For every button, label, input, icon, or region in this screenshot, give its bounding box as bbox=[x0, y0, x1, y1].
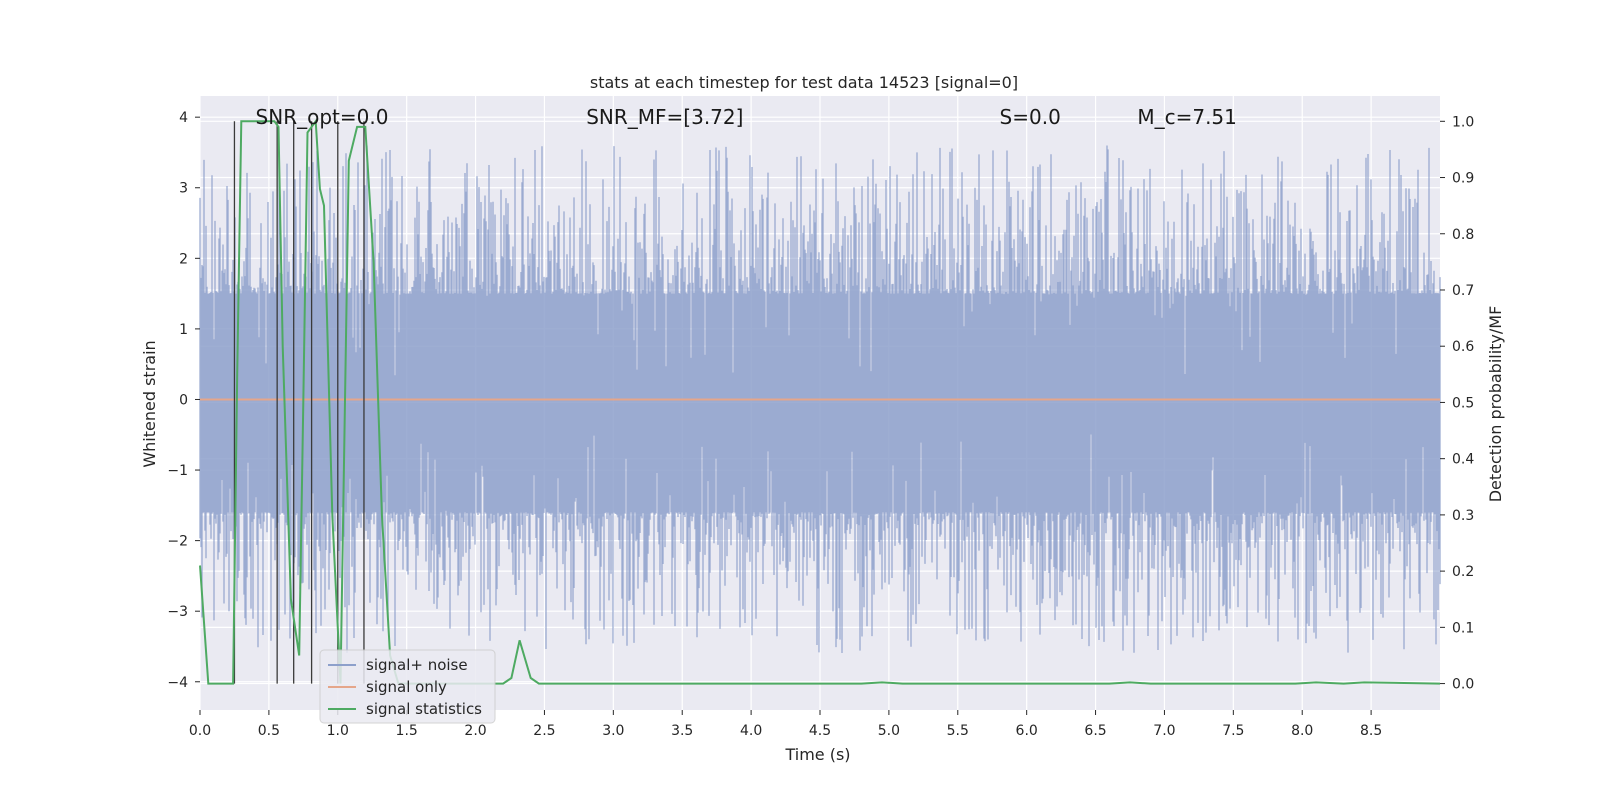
y2-tick-label: 0.6 bbox=[1452, 339, 1474, 355]
x-tick-label: 0.5 bbox=[258, 723, 280, 739]
annotation-label: S=0.0 bbox=[1000, 105, 1061, 129]
x-tick-label: 1.0 bbox=[327, 723, 349, 739]
x-axis-label: Time (s) bbox=[784, 745, 850, 764]
x-tick-label: 4.5 bbox=[809, 723, 831, 739]
y2-tick-label: 0.3 bbox=[1452, 508, 1474, 524]
x-tick-label: 6.0 bbox=[1016, 723, 1038, 739]
y2-ticks: 1.0 0.9 0.8 0.7 0.6 0.5 0.4 0.3 0.2 0.1 0.0 bbox=[1440, 114, 1474, 693]
y-tick-label: −2 bbox=[167, 534, 188, 550]
x-tick-label: 8.5 bbox=[1360, 723, 1382, 739]
x-tick-label: 2.0 bbox=[464, 723, 486, 739]
y2-tick-label: 0.1 bbox=[1452, 620, 1474, 636]
x-tick-label: 7.5 bbox=[1222, 723, 1244, 739]
y-tick-label: 3 bbox=[179, 181, 188, 197]
x-tick-label: 0.0 bbox=[189, 723, 211, 739]
y-tick-label: −3 bbox=[167, 604, 188, 620]
y-tick-label: 2 bbox=[179, 251, 188, 267]
x-tick-label: 3.0 bbox=[602, 723, 624, 739]
legend-entry: signal only bbox=[366, 678, 447, 696]
y2-axis-label: Detection probability/MF bbox=[1486, 306, 1505, 503]
y2-tick-label: 1.0 bbox=[1452, 114, 1474, 130]
y-tick-label: 1 bbox=[179, 322, 188, 338]
y-ticks: 4 3 2 1 0 −1 −2 −3 −4 bbox=[167, 110, 200, 691]
x-tick-label: 8.0 bbox=[1291, 723, 1313, 739]
annotations: SNR_opt=0.0 SNR_MF=[3.72] S=0.0 M_c=7.51 bbox=[256, 105, 1237, 129]
y-tick-label: −1 bbox=[167, 463, 188, 479]
legend-box bbox=[319, 649, 496, 724]
x-tick-label: 2.5 bbox=[533, 723, 555, 739]
y-tick-label: −4 bbox=[167, 675, 188, 691]
legend-entry: signal statistics bbox=[366, 700, 482, 718]
y2-tick-label: 0.5 bbox=[1452, 395, 1474, 411]
x-ticks: 0.0 0.5 1.0 1.5 2.0 2.5 3.0 3.5 4.0 4.5 5.0 5.5 6.0 6… bbox=[189, 710, 1382, 739]
series-signal-noise bbox=[199, 145, 1441, 653]
y2-tick-label: 0.7 bbox=[1452, 283, 1474, 299]
x-tick-label: 7.0 bbox=[1153, 723, 1175, 739]
x-tick-label: 5.0 bbox=[878, 723, 900, 739]
x-tick-label: 1.5 bbox=[396, 723, 418, 739]
annotation-label: M_c=7.51 bbox=[1137, 105, 1237, 129]
y2-tick-label: 0.2 bbox=[1452, 564, 1474, 580]
x-tick-label: 5.5 bbox=[947, 723, 969, 739]
chart-title: stats at each timestep for test data 145… bbox=[590, 73, 1018, 92]
y-axis-label: Whitened strain bbox=[140, 340, 159, 467]
annotation-label: SNR_MF=[3.72] bbox=[586, 105, 743, 129]
y-tick-label: 4 bbox=[179, 110, 188, 126]
y2-tick-label: 0.8 bbox=[1452, 227, 1474, 243]
x-tick-label: 3.5 bbox=[671, 723, 693, 739]
y2-tick-label: 0.4 bbox=[1452, 452, 1474, 468]
x-tick-label: 4.0 bbox=[740, 723, 762, 739]
y2-tick-label: 0.9 bbox=[1452, 171, 1474, 187]
annotation-label: SNR_opt=0.0 bbox=[256, 105, 389, 129]
noise-trace bbox=[199, 145, 1441, 653]
legend-entry: signal+ noise bbox=[366, 656, 468, 674]
x-tick-label: 6.5 bbox=[1084, 723, 1106, 739]
y2-tick-label: 0.0 bbox=[1452, 677, 1474, 693]
y-tick-label: 0 bbox=[179, 392, 188, 408]
legend: signal+ noise signal only signal statistic… bbox=[319, 649, 496, 724]
